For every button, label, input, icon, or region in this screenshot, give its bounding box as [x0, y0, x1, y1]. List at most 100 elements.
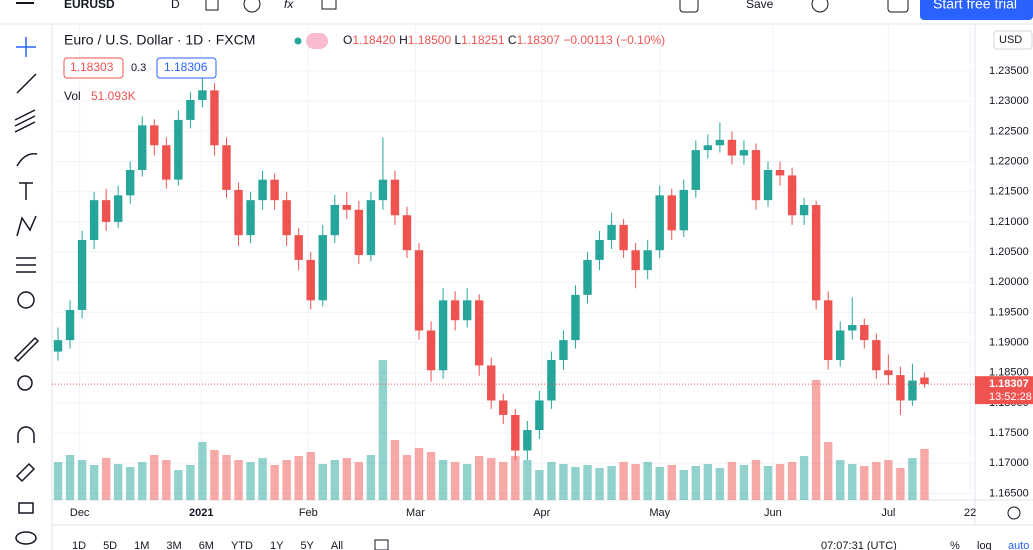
candle-body — [330, 204, 340, 236]
icon-tool[interactable] — [17, 291, 35, 309]
candle-body — [474, 300, 484, 366]
templates-icon[interactable] — [321, 0, 337, 10]
candle-body — [150, 125, 159, 146]
volume-bar — [354, 462, 364, 500]
magnet-tool[interactable] — [17, 426, 35, 443]
candle-body — [823, 300, 833, 361]
clock: 07:07:31 (UTC) — [821, 540, 897, 550]
range-button[interactable]: 1D — [72, 540, 86, 550]
auto-toggle[interactable]: auto — [1008, 540, 1029, 550]
y-tick-label: 1.19000 — [989, 336, 1029, 348]
candle-body — [426, 330, 436, 371]
indicator-icon[interactable]: fx — [284, 0, 294, 11]
settings-icon[interactable] — [811, 0, 829, 13]
trial-label[interactable]: Start free trial — [933, 0, 1017, 12]
brush-tool[interactable] — [16, 153, 38, 167]
candle-body — [691, 150, 701, 190]
snapshot-icon[interactable] — [887, 0, 909, 13]
candle-body — [89, 200, 99, 240]
text-tool[interactable] — [19, 182, 33, 200]
volume-bar — [811, 380, 821, 500]
candle-body — [799, 204, 809, 216]
range-button[interactable]: YTD — [231, 540, 253, 550]
volume-bar — [872, 462, 881, 500]
layout-icon[interactable] — [679, 0, 699, 13]
y-tick-label: 1.22000 — [989, 155, 1029, 167]
measure-tool[interactable] — [13, 336, 40, 363]
range-button[interactable]: All — [331, 540, 343, 550]
trend-line-tool[interactable] — [16, 73, 37, 94]
candle-body — [775, 169, 785, 176]
y-tick-label: 1.18500 — [989, 367, 1029, 379]
volume-bar — [559, 464, 568, 500]
range-button[interactable]: 6M — [199, 540, 214, 550]
compare-icon[interactable] — [243, 0, 261, 13]
menu-icon[interactable] — [16, 2, 34, 4]
volume-bar — [186, 465, 195, 500]
candle-body — [715, 139, 725, 146]
volume-bar — [390, 440, 400, 500]
buy-button[interactable] — [156, 57, 217, 79]
pattern-tool[interactable] — [16, 215, 37, 237]
range-button[interactable]: 3M — [166, 540, 181, 550]
crosshair-tool[interactable] — [16, 37, 36, 57]
range-button[interactable]: 5D — [103, 540, 117, 550]
volume-bar — [162, 460, 171, 500]
y-tick-label: 1.22500 — [989, 125, 1029, 137]
candle-body — [101, 200, 111, 222]
x-tick-label: 2021 — [189, 507, 213, 519]
range-button[interactable]: 1M — [134, 540, 149, 550]
volume-bar — [523, 460, 532, 500]
close: 1.18307 — [517, 33, 561, 47]
buy-price[interactable]: 1.18306 — [164, 60, 208, 74]
zoom-tool[interactable] — [17, 375, 33, 391]
axis-settings[interactable] — [1007, 506, 1021, 520]
volume-bar — [884, 460, 893, 500]
lock-tool[interactable] — [18, 502, 34, 514]
save-button[interactable]: Save — [746, 0, 774, 11]
candle-body — [667, 195, 676, 231]
visibility-tool[interactable] — [15, 531, 37, 545]
candle-body — [631, 250, 640, 271]
prediction-tool[interactable] — [16, 257, 36, 273]
currency-button[interactable] — [993, 30, 1033, 50]
date-range-icon[interactable] — [374, 539, 389, 550]
candle-body — [619, 224, 628, 251]
range-button[interactable]: 5Y — [300, 540, 314, 550]
volume-bar — [426, 452, 436, 500]
draw-mode-tool[interactable] — [15, 462, 36, 483]
chart-type-icon[interactable] — [205, 0, 219, 11]
x-tick-label: Jun — [764, 507, 782, 519]
volume-bar — [318, 464, 327, 500]
x-tick-label: Mar — [406, 507, 425, 519]
candle-body — [547, 360, 556, 401]
currency[interactable]: USD — [999, 34, 1022, 46]
volume-bar — [234, 460, 243, 500]
volume-bar — [655, 467, 664, 500]
volume-bar — [198, 442, 207, 500]
fib-tool[interactable] — [14, 109, 36, 133]
interval[interactable]: D — [171, 0, 180, 11]
symbol[interactable]: EURUSD — [64, 0, 115, 11]
volume-bar — [799, 456, 809, 500]
volume-bar — [643, 462, 652, 500]
sell-button[interactable] — [63, 57, 124, 79]
candle-body — [523, 430, 532, 451]
candle-body — [583, 259, 592, 295]
volume-bar — [667, 465, 676, 500]
percent-toggle[interactable]: % — [950, 540, 960, 550]
volume-bar — [414, 448, 424, 500]
volume-bar — [823, 442, 833, 500]
volume-bar — [342, 458, 352, 500]
log-toggle[interactable]: log — [977, 540, 992, 550]
range-button[interactable]: 1Y — [270, 540, 284, 550]
volume-bar — [438, 460, 448, 500]
candle-body — [438, 300, 448, 371]
left-toolbar — [13, 24, 53, 550]
low: 1.18251 — [461, 33, 505, 47]
candle-body — [811, 204, 821, 301]
trial-button[interactable] — [920, 0, 1033, 20]
sell-price[interactable]: 1.18303 — [70, 60, 114, 74]
candle-body — [222, 145, 231, 190]
change: −0.00113 (−0.10%) — [563, 33, 665, 47]
